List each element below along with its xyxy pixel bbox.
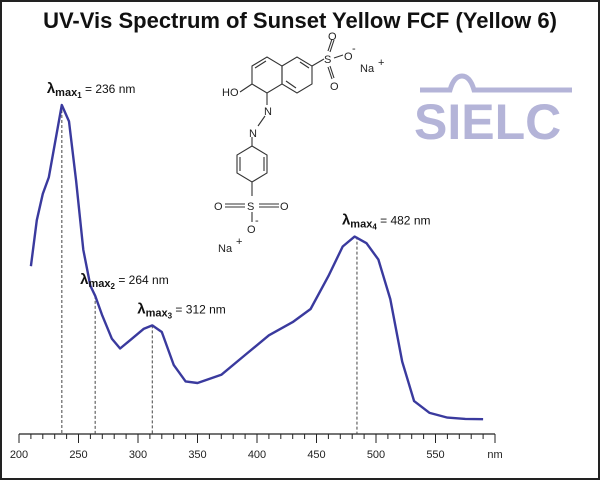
x-tick-label: 500 xyxy=(367,449,385,461)
x-tick-label: 250 xyxy=(69,449,87,461)
charge-label: - xyxy=(255,215,259,227)
sodium-label: Na xyxy=(360,63,375,75)
structure-labels: HO N N S O O O - Na + S O O O - Na + xyxy=(214,31,384,255)
charge-label: - xyxy=(352,43,356,55)
charge-label: + xyxy=(236,236,242,248)
chart-title: UV-Vis Spectrum of Sunset Yellow FCF (Ye… xyxy=(43,8,557,33)
x-tick-label: 200 xyxy=(10,449,28,461)
x-unit-label: nm xyxy=(487,449,502,461)
peak-label: λmax3 = 312 nm xyxy=(137,300,226,320)
peak-label: λmax2 = 264 nm xyxy=(80,271,169,291)
sielc-logo: SIELC xyxy=(414,73,572,150)
x-tick-label: 300 xyxy=(129,449,147,461)
charge-label: + xyxy=(378,57,384,69)
oxygen-label: O xyxy=(214,201,223,213)
peak-annotations: λmax1 = 236 nm λmax2 = 264 nm λmax3 = 312 … xyxy=(47,80,431,320)
hydroxyl-label: HO xyxy=(222,87,239,99)
peak-label: λmax4 = 482 nm xyxy=(342,212,431,232)
peak-label: λmax1 = 236 nm xyxy=(47,80,136,100)
azo-n-label: N xyxy=(264,106,272,118)
sodium-label: Na xyxy=(218,243,233,255)
oxygen-label: O xyxy=(247,224,256,236)
oxygen-label: O xyxy=(280,201,289,213)
oxygen-label: O xyxy=(330,81,339,93)
sulfur-label: S xyxy=(324,54,331,66)
oxygen-label: O xyxy=(328,31,337,43)
spectrum-line xyxy=(29,103,484,421)
logo-text: SIELC xyxy=(414,94,561,150)
x-tick-label: 450 xyxy=(307,449,325,461)
oxygen-label: O xyxy=(344,51,353,63)
x-tick-label: 550 xyxy=(426,449,444,461)
x-axis: 200 250 300 350 400 450 500 550 nm xyxy=(10,433,503,461)
sulfur-label: S xyxy=(247,201,254,213)
chemical-structure xyxy=(225,38,344,222)
x-tick-label: 350 xyxy=(188,449,206,461)
azo-n-label: N xyxy=(249,128,257,140)
x-tick-label: 400 xyxy=(248,449,266,461)
peak-guides xyxy=(61,105,358,434)
